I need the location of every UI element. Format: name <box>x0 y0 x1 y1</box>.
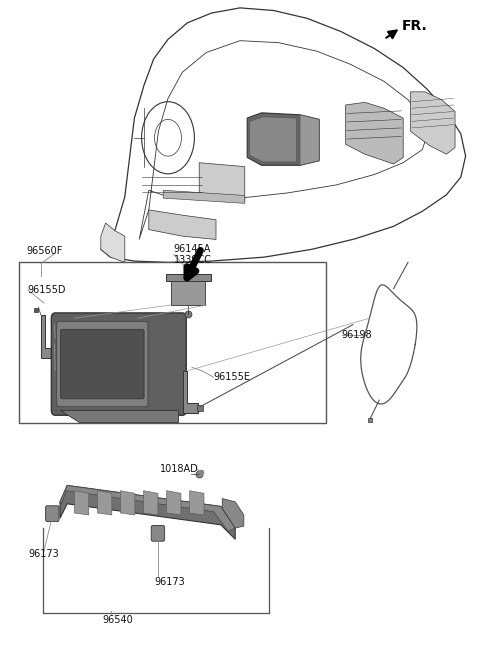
Polygon shape <box>167 491 181 515</box>
Polygon shape <box>120 491 135 515</box>
Polygon shape <box>60 485 235 539</box>
Polygon shape <box>250 117 297 162</box>
Text: 96173: 96173 <box>29 549 60 560</box>
FancyBboxPatch shape <box>60 329 144 399</box>
Polygon shape <box>60 485 235 531</box>
Polygon shape <box>163 190 245 203</box>
FancyBboxPatch shape <box>51 313 186 415</box>
FancyBboxPatch shape <box>46 506 59 522</box>
Polygon shape <box>410 92 455 154</box>
Polygon shape <box>149 210 216 239</box>
Polygon shape <box>199 163 245 201</box>
Polygon shape <box>222 499 244 528</box>
Text: 96155E: 96155E <box>214 372 251 382</box>
Text: 96173: 96173 <box>155 577 185 587</box>
Polygon shape <box>60 410 178 422</box>
Polygon shape <box>247 113 319 165</box>
Text: 96560F: 96560F <box>26 245 63 256</box>
Polygon shape <box>190 491 204 515</box>
FancyBboxPatch shape <box>151 525 165 541</box>
Text: FR.: FR. <box>402 19 428 33</box>
Polygon shape <box>183 371 198 413</box>
Text: 96540: 96540 <box>102 615 133 625</box>
Polygon shape <box>144 491 158 515</box>
Text: 96198: 96198 <box>342 329 372 340</box>
Polygon shape <box>346 102 403 164</box>
Polygon shape <box>97 491 112 515</box>
Text: 96155D: 96155D <box>28 285 66 295</box>
Bar <box>19 262 326 423</box>
FancyBboxPatch shape <box>57 321 148 407</box>
Text: 1339CC: 1339CC <box>174 255 212 266</box>
Polygon shape <box>171 281 205 305</box>
Text: 1018AD: 1018AD <box>160 464 199 474</box>
Text: 96145A: 96145A <box>174 243 211 254</box>
Polygon shape <box>41 315 54 358</box>
Polygon shape <box>74 491 89 515</box>
Polygon shape <box>300 115 319 165</box>
Polygon shape <box>101 223 125 262</box>
Polygon shape <box>166 274 211 281</box>
